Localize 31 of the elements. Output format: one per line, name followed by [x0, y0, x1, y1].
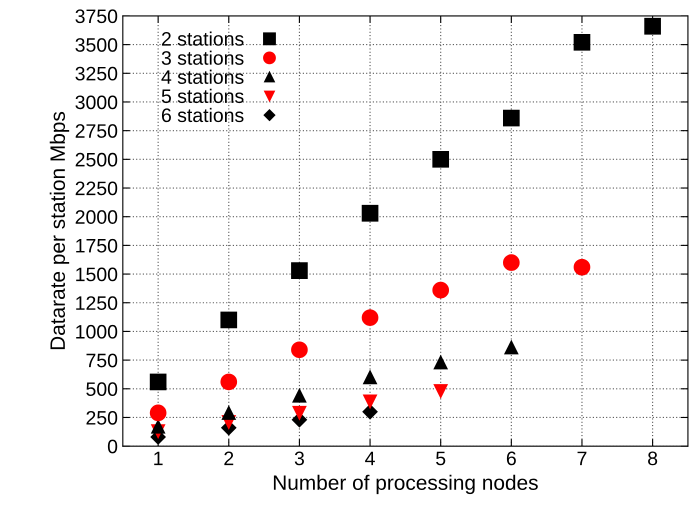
- y-tick-label: 1250: [76, 296, 118, 310]
- x-tick-label: 4: [365, 452, 375, 466]
- x-tick-label: 5: [436, 452, 446, 466]
- x-tick-label: 8: [648, 452, 658, 466]
- y-tick-label: 2500: [76, 152, 118, 167]
- legend-label: 2 stations: [162, 31, 244, 46]
- y-tick-label: 2750: [76, 124, 118, 138]
- y-tick-label: 3500: [75, 38, 118, 52]
- y-tick-label: 1000: [76, 324, 118, 339]
- y-tick-label: 2000: [76, 210, 118, 224]
- legend-label: 3 stations: [162, 50, 244, 65]
- x-tick-label: 1: [154, 452, 163, 466]
- y-tick-label: 2250: [76, 181, 118, 196]
- y-tick-label: 0: [108, 440, 118, 454]
- y-axis-title: Datarate per station Mbps: [50, 112, 70, 350]
- legend-label: 5 stations: [162, 88, 244, 104]
- y-tick-label: 3250: [75, 66, 118, 81]
- y-tick-label: 3750: [75, 9, 118, 24]
- y-tick-label: 1500: [76, 268, 118, 282]
- x-tick-label: 7: [578, 452, 586, 466]
- y-tick-label: 250: [86, 410, 118, 425]
- y-tick-label: 500: [86, 382, 118, 396]
- y-tick-label: 1750: [76, 238, 118, 253]
- x-tick-label: 6: [506, 452, 516, 466]
- x-tick-label: 3: [294, 452, 304, 466]
- legend-label: 4 stations: [161, 70, 244, 84]
- x-tick-label: 2: [224, 452, 234, 466]
- y-tick-label: 750: [86, 354, 118, 368]
- x-axis-title: Number of processing nodes: [274, 474, 538, 494]
- y-tick-label: 3000: [75, 95, 118, 110]
- legend-label: 6 stations: [162, 108, 244, 122]
